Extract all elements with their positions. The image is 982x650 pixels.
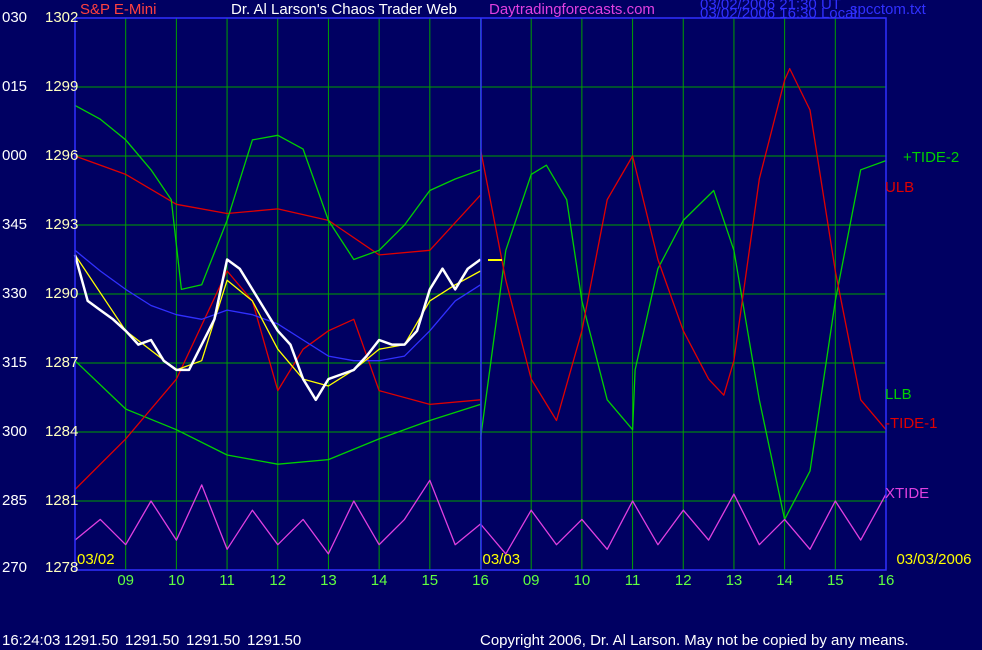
timestamp: 03/02/2006 16:30 Local	[700, 5, 857, 22]
y2-tick-label: 015	[2, 78, 27, 95]
y-tick-label: 1296	[45, 147, 78, 164]
series-line	[74, 249, 481, 362]
series-label: +TIDE-2	[903, 149, 959, 166]
x-tick-label: 15	[827, 572, 844, 589]
y2-tick-label: 345	[2, 216, 27, 233]
symbol: S&P E-Mini	[80, 1, 156, 18]
series-line	[479, 67, 887, 431]
x-tick-label: 10	[168, 572, 185, 589]
y2-tick-label: 330	[2, 285, 27, 302]
series-line	[479, 159, 887, 521]
y2-tick-label: 315	[2, 354, 27, 371]
x-tick-label: 11	[219, 572, 235, 589]
x-tick-label: 13	[726, 572, 743, 589]
site: Daytradingforecasts.com	[489, 1, 655, 18]
timestamp: 03/02/2006 21:30 UT	[700, 0, 841, 13]
date-label: 03/03/2006	[896, 551, 971, 568]
x-tick-label: 16	[472, 572, 489, 589]
status-time: 16:24:03	[2, 632, 60, 649]
y2-tick-label: 270	[2, 559, 27, 576]
y-tick-label: 1278	[45, 559, 78, 576]
series-line	[74, 155, 481, 256]
file-name: spcctom.txt	[850, 1, 927, 18]
y-tick-label: 1302	[45, 9, 78, 26]
status-price: 1291.50	[64, 632, 118, 649]
series-label: LLB	[885, 386, 912, 403]
x-tick-label: 10	[574, 572, 591, 589]
x-tick-label: 16	[878, 572, 895, 589]
x-tick-label: 12	[675, 572, 692, 589]
series-line	[73, 254, 482, 402]
y-tick-label: 1287	[45, 354, 78, 371]
y2-tick-label: 000	[2, 147, 27, 164]
y-tick-label: 1281	[45, 492, 78, 509]
series-line	[74, 360, 481, 465]
x-tick-label: 14	[371, 572, 388, 589]
chart-title: Dr. Al Larson's Chaos Trader Web	[231, 1, 457, 18]
y2-tick-label: 285	[2, 492, 27, 509]
x-tick-label: 09	[523, 572, 540, 589]
status-price: 1291.50	[186, 632, 240, 649]
x-tick-label: 12	[269, 572, 286, 589]
x-tick-label: 09	[117, 572, 134, 589]
status-price: 1291.50	[125, 632, 179, 649]
y2-tick-label: 300	[2, 423, 27, 440]
x-tick-label: 14	[776, 572, 793, 589]
series-label: XTIDE	[885, 485, 929, 502]
y-tick-label: 1284	[45, 423, 78, 440]
y-tick-label: 1293	[45, 216, 78, 233]
series-label: ULB	[885, 179, 914, 196]
x-tick-label: 11	[625, 572, 641, 589]
status-price: 1291.50	[247, 632, 301, 649]
y2-tick-label: 030	[2, 9, 27, 26]
series-line	[74, 270, 481, 490]
x-tick-label: 13	[320, 572, 337, 589]
copyright: Copyright 2006, Dr. Al Larson. May not b…	[480, 632, 909, 649]
date-label: 03/02	[77, 551, 115, 568]
series-label: -TIDE-1	[885, 415, 938, 432]
date-label: 03/03	[483, 551, 521, 568]
labels: 1278 1281 1284 1287 1290 1293 1296 1299 1302 270 2…	[2, 9, 972, 589]
x-tick-label: 15	[421, 572, 438, 589]
series-line	[74, 104, 481, 291]
y-tick-label: 1299	[45, 78, 78, 95]
plot-frame	[74, 17, 887, 571]
y-tick-label: 1290	[45, 285, 78, 302]
